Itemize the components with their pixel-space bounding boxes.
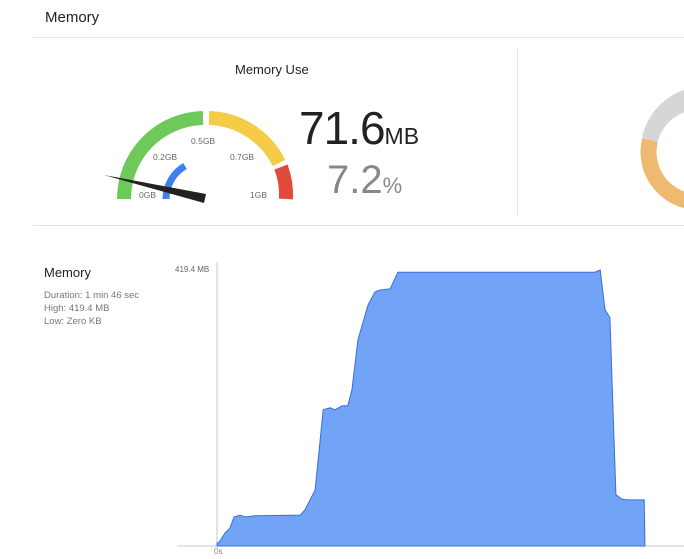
memory-percent: 7.2%	[327, 158, 402, 203]
duration-stat: Duration: 1 min 46 sec	[44, 290, 140, 301]
gauge-usage-arc	[162, 162, 187, 200]
gauge-label: 0.7GB	[230, 152, 255, 162]
x-start-label: 0s	[214, 547, 223, 556]
divider	[33, 37, 684, 38]
memory-value-number: 71.6	[299, 102, 386, 154]
chart-title: Memory	[44, 265, 91, 280]
gauge-title: Memory Use	[235, 62, 309, 77]
gauge-label: 0.2GB	[153, 152, 178, 162]
gauge-label: 1GB	[250, 190, 268, 200]
side-donut	[640, 89, 684, 209]
page-title: Memory	[45, 9, 100, 26]
gauge-yellow-arc	[208, 111, 286, 167]
gauge-label: 0.5GB	[191, 136, 216, 146]
memory-value: 71.6MB	[299, 101, 419, 155]
memory-percent-number: 7.2	[327, 158, 383, 202]
divider	[33, 225, 684, 226]
gauge-label: 0GB	[139, 190, 157, 200]
donut-other-segment	[640, 138, 684, 209]
high-stat: High: 419.4 MB	[44, 303, 110, 314]
memory-area-series	[216, 269, 646, 547]
gauge-green-arc	[117, 111, 204, 200]
memory-value-unit: MB	[384, 123, 420, 149]
gauge-red-arc	[274, 164, 294, 200]
memory-gauge	[104, 111, 294, 203]
y-max-label: 419.4 MB	[175, 265, 210, 274]
gauge-needle	[104, 175, 206, 203]
divider	[517, 48, 518, 215]
memory-percent-unit: %	[382, 173, 403, 198]
donut-used-segment	[642, 95, 684, 143]
low-stat: Low: Zero KB	[44, 316, 102, 327]
